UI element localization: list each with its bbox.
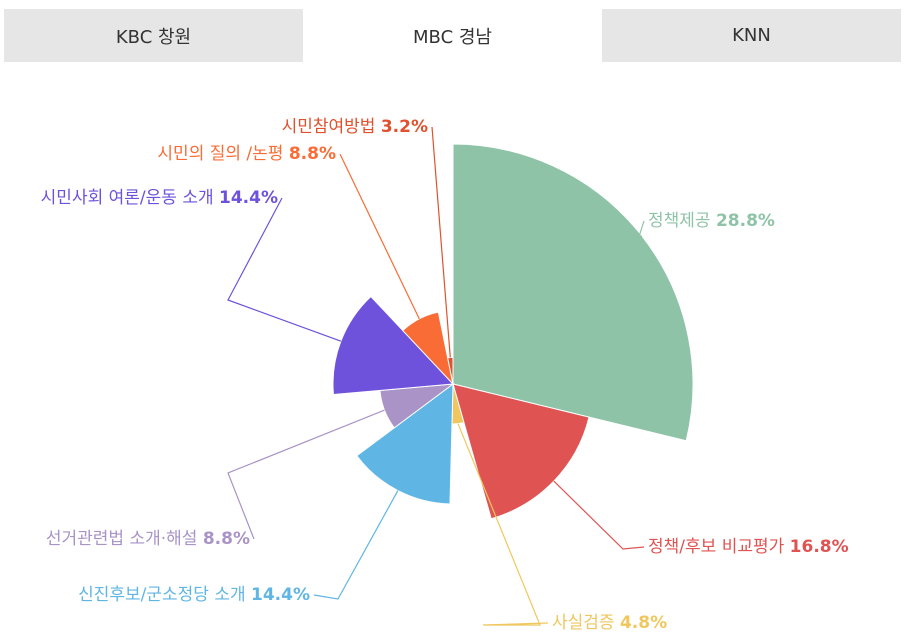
tab-list: KBC 창원 MBC 경남 KNN xyxy=(4,9,901,62)
label-connector xyxy=(227,197,342,342)
slice-data-label: 사실검증 4.8% xyxy=(552,613,667,633)
slice-label-value: 8.8% xyxy=(289,144,336,164)
slice-label-name: 정책/후보 비교평가 xyxy=(648,537,790,557)
slice-label-name: 시민참여방법 xyxy=(282,117,381,137)
slice-data-label: 시민사회 여론/운동 소개 14.4% xyxy=(41,188,278,208)
label-connector xyxy=(339,153,420,320)
label-connectors xyxy=(227,126,645,626)
tab-bar: KBC 창원 MBC 경남 KNN xyxy=(0,0,905,62)
slice-data-label: 신진후보/군소정당 소개 14.4% xyxy=(78,585,310,605)
tab-mbc-gyeongnam[interactable]: MBC 경남 xyxy=(303,9,602,62)
slice-label-name: 정책제공 xyxy=(648,211,716,231)
slice-data-label: 정책/후보 비교평가 16.8% xyxy=(648,537,849,557)
tab-kbc-changwon[interactable]: KBC 창원 xyxy=(115,26,192,48)
tab-knn[interactable]: KNN xyxy=(732,25,771,46)
slice-data-label: 정책제공 28.8% xyxy=(648,211,775,231)
label-connector xyxy=(313,490,399,600)
slice-data-label: 선거관련법 소개·해설 8.8% xyxy=(46,529,250,549)
slice-label-value: 16.8% xyxy=(790,537,849,557)
slice-data-label: 시민참여방법 3.2% xyxy=(282,117,428,137)
slice-label-name: 시민의 질의 /논평 xyxy=(157,144,288,164)
pie-chart: 정책제공 28.8% 정책/후보 비교평가 16.8% 사실검증 4.8% 신진후보/… xyxy=(41,117,849,633)
slice-label-name: 선거관련법 소개·해설 xyxy=(46,529,203,549)
pie-slices xyxy=(332,143,694,520)
label-connector xyxy=(635,220,645,247)
slice-label-value: 4.8% xyxy=(620,613,667,633)
label-connector xyxy=(553,480,645,550)
slice-label-name: 사실검증 xyxy=(552,613,620,633)
pie-slice[interactable] xyxy=(452,383,590,520)
slice-label-name: 신진후보/군소정당 소개 xyxy=(78,585,251,605)
slice-data-label: 시민의 질의 /논평 8.8% xyxy=(157,144,336,164)
label-connector xyxy=(457,423,549,626)
slice-label-value: 14.4% xyxy=(251,585,310,605)
slice-label-value: 8.8% xyxy=(203,529,250,549)
slice-label-value: 3.2% xyxy=(381,117,428,137)
label-connector xyxy=(227,409,385,540)
slice-label-value: 14.4% xyxy=(219,188,278,208)
label-connector xyxy=(431,126,451,358)
slice-label-name: 시민사회 여론/운동 소개 xyxy=(41,188,219,208)
data-labels: 정책제공 28.8% 정책/후보 비교평가 16.8% 사실검증 4.8% 신진후보/… xyxy=(41,117,849,633)
slice-label-value: 28.8% xyxy=(716,211,775,231)
